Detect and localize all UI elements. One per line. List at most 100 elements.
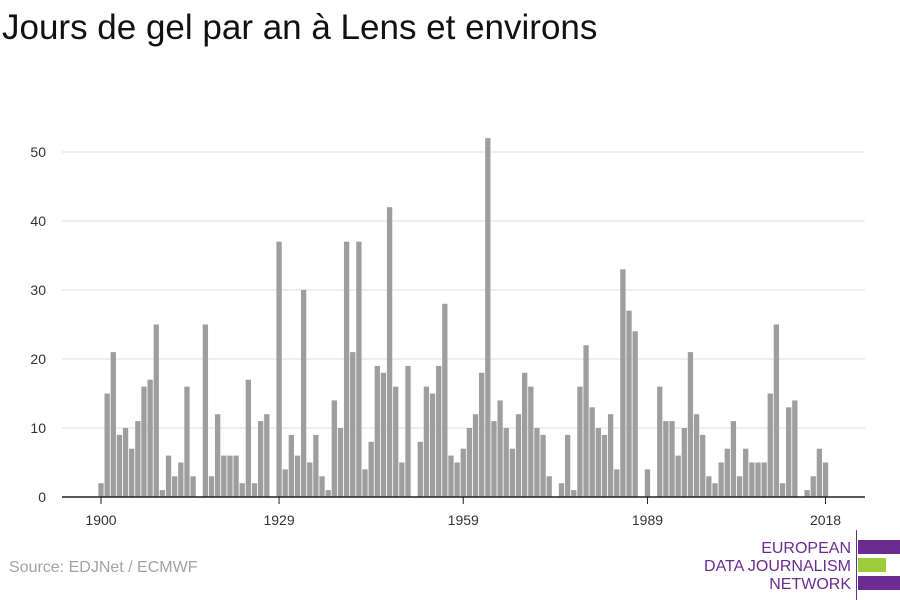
logo-bar-2 (858, 558, 886, 572)
bar-1980 (589, 407, 595, 497)
bar-1953 (423, 386, 430, 497)
bar-1971 (534, 428, 540, 497)
bar-1914 (184, 386, 190, 497)
bar-1999 (706, 476, 712, 497)
logo-text-line-1: EUROPEAN (761, 540, 851, 557)
bar-2010 (773, 324, 780, 497)
bar-2007 (755, 462, 761, 497)
bar-2005 (743, 448, 749, 497)
bar-2001 (718, 462, 724, 497)
bar-1978 (577, 386, 583, 497)
bar-1977 (571, 490, 577, 497)
bar-2008 (761, 462, 767, 497)
bar-1940 (343, 241, 350, 497)
bar-1905 (129, 448, 135, 497)
bar-1968 (515, 414, 522, 497)
bar-1975 (558, 483, 565, 497)
source-note: Source: EDJNet / ECMWF (9, 559, 198, 576)
bar-2004 (736, 476, 743, 497)
bar-2012 (786, 407, 792, 497)
bar-1970 (528, 386, 534, 497)
bar-1920 (221, 455, 227, 497)
bar-1934 (307, 462, 313, 497)
bar-1929 (276, 241, 282, 497)
x-tick-label: 1989 (632, 512, 663, 528)
bar-1950 (405, 365, 411, 497)
bar-1948 (393, 386, 399, 497)
bar-1987 (632, 331, 638, 497)
y-tick-label: 40 (30, 213, 46, 229)
logo-bar-3 (858, 576, 900, 590)
bar-1938 (331, 400, 337, 497)
bar-1930 (282, 469, 288, 497)
bar-1958 (454, 462, 460, 497)
bar-2017 (816, 448, 823, 497)
bar-1964 (491, 421, 497, 497)
bar-1969 (522, 372, 528, 497)
bar-1939 (337, 428, 344, 497)
bar-1918 (208, 476, 215, 497)
bar-1993 (669, 421, 675, 497)
bar-1927 (264, 414, 270, 497)
bar-1983 (607, 414, 614, 497)
bar-1946 (380, 372, 387, 497)
bar-2011 (779, 483, 786, 497)
logo-text-line-2: DATA JOURNALISM (704, 558, 851, 575)
bar-1994 (675, 455, 681, 497)
bar-1919 (215, 414, 221, 497)
y-axis: 0 10 20 30 40 50 (30, 144, 46, 505)
x-axis: 1900 1929 1959 1989 2018 (62, 496, 865, 528)
bar-1925 (251, 483, 258, 497)
bar-1917 (202, 324, 209, 497)
bar-1981 (595, 428, 601, 497)
bar-1902 (110, 352, 116, 497)
bar-1932 (294, 455, 301, 497)
bar-1991 (657, 386, 663, 497)
bar-1907 (141, 386, 147, 497)
bar-2002 (724, 448, 730, 497)
bar-1972 (540, 434, 546, 497)
x-tick-label: 1929 (263, 512, 294, 528)
bar-1961 (472, 414, 479, 497)
bar-1949 (399, 462, 405, 497)
bar-1906 (135, 421, 141, 497)
bar-1955 (436, 365, 442, 497)
gridlines (62, 151, 865, 429)
x-tick-label: 1959 (448, 512, 479, 528)
bar-1982 (601, 434, 608, 497)
bar-1960 (466, 428, 473, 497)
bar-1936 (319, 476, 325, 497)
bar-1985 (620, 269, 626, 497)
edjnet-logo: EUROPEAN DATA JOURNALISM NETWORK (700, 530, 900, 600)
bar-2015 (804, 490, 810, 497)
bar-1986 (626, 310, 632, 497)
y-tick-label: 20 (30, 351, 46, 367)
bar-1989 (644, 469, 651, 497)
bar-1912 (172, 476, 178, 497)
bars (98, 138, 829, 497)
bar-1943 (362, 469, 368, 497)
bar-2018 (822, 462, 829, 497)
bar-1959 (460, 448, 466, 497)
bar-1996 (687, 352, 694, 497)
chart-title: Jours de gel par an à Lens et environs (2, 8, 598, 47)
bar-1995 (681, 428, 687, 497)
bar-1922 (233, 455, 239, 497)
bar-1921 (227, 455, 233, 497)
y-tick-label: 0 (38, 489, 46, 505)
bar-1963 (485, 138, 491, 497)
bar-1931 (288, 434, 294, 497)
bar-1992 (663, 421, 669, 497)
bar-1923 (239, 483, 245, 497)
bar-2003 (730, 421, 737, 497)
bar-1900 (98, 483, 104, 497)
bar-2009 (767, 393, 773, 497)
bar-1966 (503, 428, 509, 497)
bar-2006 (749, 462, 755, 497)
bar-1998 (700, 434, 706, 497)
bar-1926 (257, 421, 264, 497)
bar-1973 (546, 476, 552, 497)
bar-1965 (497, 400, 503, 497)
bar-1911 (165, 455, 172, 497)
